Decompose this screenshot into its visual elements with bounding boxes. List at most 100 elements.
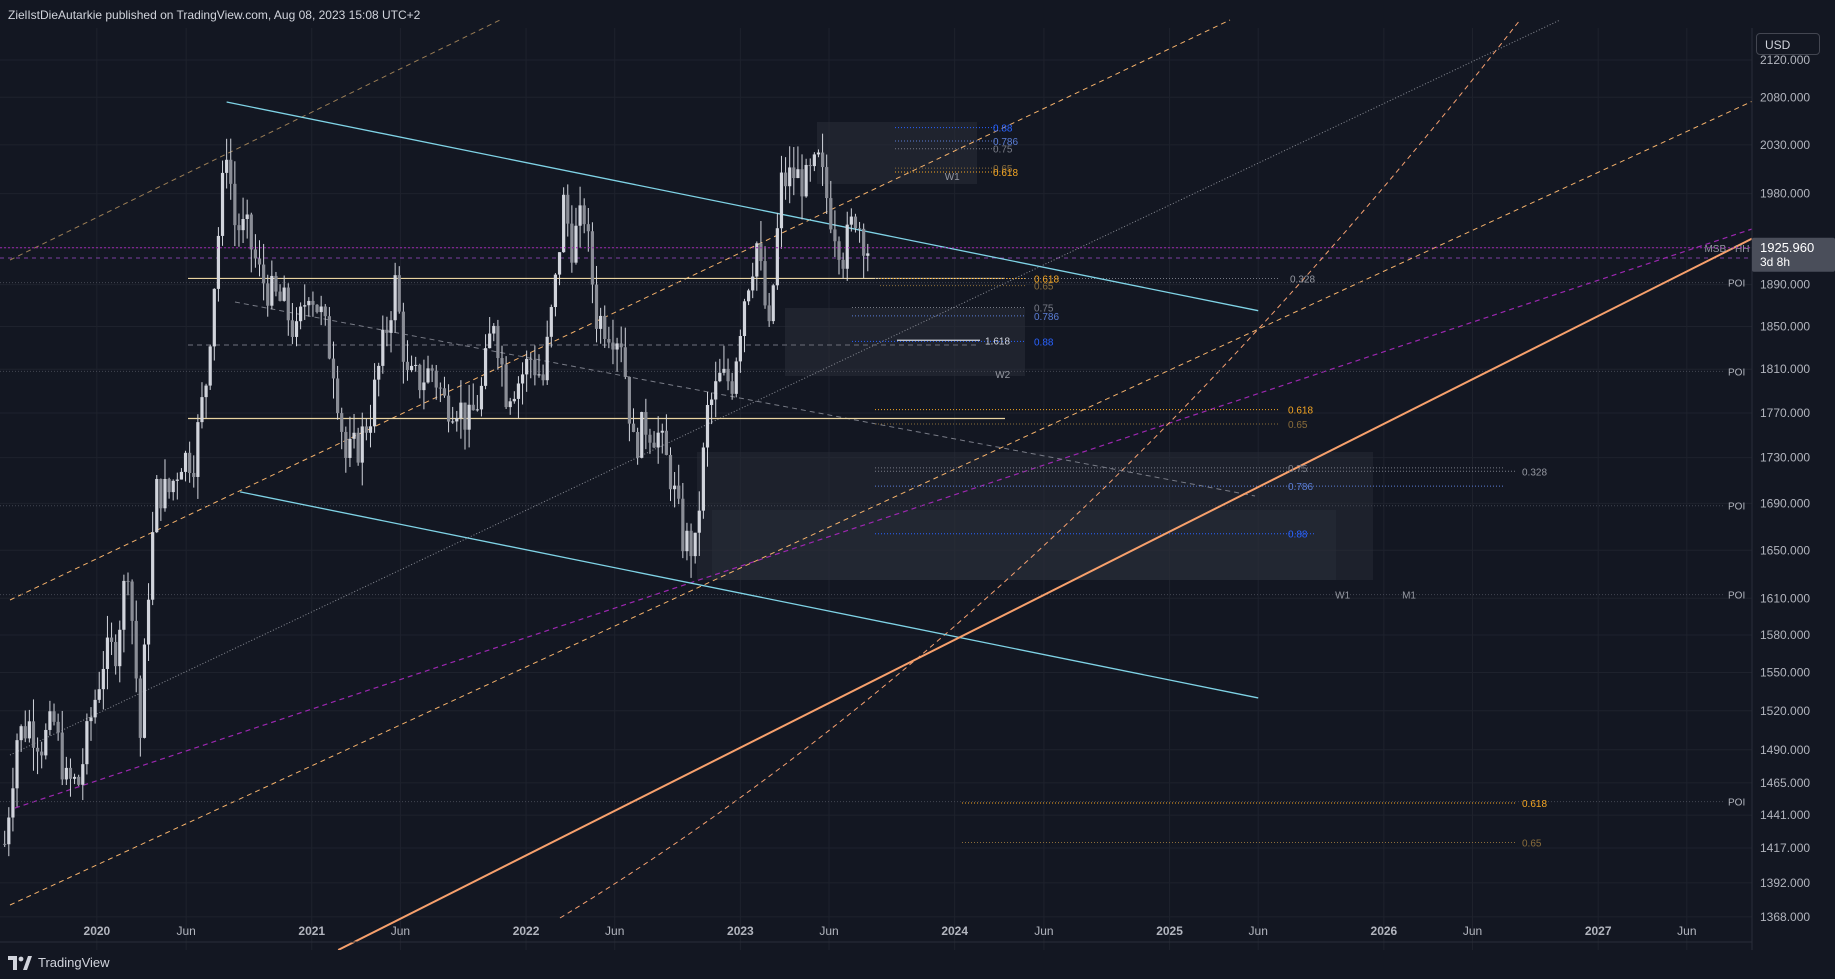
currency-button[interactable]: USD <box>1756 33 1820 55</box>
candle-body-2022-04-10 <box>582 205 586 225</box>
candle-body-2020-05-24 <box>179 471 184 480</box>
candle-body-2022-10-30 <box>701 447 705 511</box>
candle-body-2020-12-27 <box>307 300 311 306</box>
fib-level-label: 0.618 <box>993 168 1018 179</box>
fib-level-label: 0.88 <box>993 124 1013 135</box>
candle-body-2022-09-04 <box>668 454 673 490</box>
candle-body-2020-03-29 <box>146 599 151 645</box>
tradingview-logo-icon <box>8 955 32 970</box>
candle-body-2020-05-03 <box>167 478 171 493</box>
candle-body-2021-09-26 <box>467 404 471 430</box>
candle-body-2020-08-02 <box>220 172 225 236</box>
candle-body-2021-10-10 <box>475 409 479 411</box>
candle-body-2021-07-18 <box>426 368 430 383</box>
candle-body-2020-08-23 <box>233 183 237 226</box>
trendline-lower-channel <box>240 491 1259 699</box>
candle-body-2022-12-11 <box>726 368 730 382</box>
candle-body-2023-02-12 <box>763 261 767 306</box>
candle-body-2021-09-12 <box>459 402 463 419</box>
candle-body-2023-07-02 <box>845 224 849 269</box>
candle-body-2021-11-07 <box>492 325 496 334</box>
candle-body-2020-06-28 <box>200 397 204 423</box>
candle-body-2023-06-11 <box>833 229 837 242</box>
candle-body-2020-04-05 <box>151 532 155 600</box>
candle-body-2021-09-19 <box>463 402 467 430</box>
candle-body-2019-11-10 <box>64 767 68 780</box>
candle-body-2020-12-20 <box>303 305 307 307</box>
candle-body-2022-02-27 <box>557 252 562 275</box>
candle-body-2020-10-11 <box>262 264 266 284</box>
candle-body-2019-10-27 <box>56 721 60 733</box>
candle-body-2022-04-03 <box>578 205 582 226</box>
candle-body-2021-01-10 <box>315 304 319 313</box>
candle-body-2021-05-02 <box>381 329 385 366</box>
fib-zone-box <box>785 308 1025 376</box>
candle-body-2023-05-14 <box>816 152 821 155</box>
candle-body-2020-08-30 <box>237 225 241 231</box>
candle-body-2019-10-06 <box>44 729 48 756</box>
candle-body-2020-02-16 <box>122 580 126 630</box>
price-axis-background <box>1752 28 1835 950</box>
candle-body-2019-11-24 <box>72 776 77 779</box>
price-tick-label: 2030.000 <box>1760 138 1810 152</box>
candle-body-2020-07-19 <box>212 288 216 347</box>
price-tick-label: 1770.000 <box>1760 406 1810 420</box>
publish-info: ZielIstDieAutarkie published on TradingV… <box>8 8 421 22</box>
fib-zone-box <box>817 122 977 184</box>
time-tick-label: 2021 <box>298 924 325 938</box>
candle-body-2023-06-25 <box>841 259 845 269</box>
trendline-upper-channel <box>226 101 1259 312</box>
candle-body-2022-06-26 <box>627 376 632 424</box>
candle-body-2022-06-05 <box>615 343 619 350</box>
price-axis[interactable]: 2120.000 2080.000 2030.000 1980.000 1890.000… <box>1751 28 1835 950</box>
candle-body-2020-05-31 <box>183 452 188 472</box>
price-tick-label: 1465.000 <box>1760 776 1810 790</box>
candle-body-2023-04-02 <box>792 167 796 179</box>
candle-body-2019-09-22 <box>35 747 40 752</box>
candle-body-2021-03-07 <box>348 438 352 458</box>
candle-body-2020-11-08 <box>278 291 282 301</box>
candle-body-2022-06-12 <box>619 343 623 348</box>
time-tick-label: Jun <box>1463 924 1482 938</box>
fib-level-label: 0.618 <box>1288 406 1313 417</box>
candle-body-2019-12-08 <box>81 764 85 785</box>
orange-dashed-line <box>9 19 1231 601</box>
price-tick-label: 1980.000 <box>1760 187 1810 201</box>
candle-body-2019-08-25 <box>19 726 23 741</box>
candle-body-2020-08-16 <box>229 159 233 184</box>
candle-body-2020-07-05 <box>204 385 208 398</box>
annotation-label: W1 <box>945 172 960 183</box>
annotation-label: W1 <box>1335 590 1350 601</box>
candle-body-2019-09-29 <box>40 751 44 756</box>
candle-body-2020-02-02 <box>114 641 118 667</box>
candle-body-2020-06-21 <box>196 422 200 477</box>
fib-level-label: 0.65 <box>993 164 1013 175</box>
candlestick-series[interactable] <box>3 133 870 857</box>
tradingview-brand[interactable]: TradingView <box>8 955 110 970</box>
candle-body-2021-04-25 <box>377 365 381 380</box>
time-axis[interactable]: 2020 Jun 2021 Jun 2022 Jun 2023 Jun 2024 Jun 2025 J… <box>0 924 1752 943</box>
candle-body-2020-02-23 <box>126 580 130 582</box>
candle-body-2022-07-17 <box>640 412 644 458</box>
candle-body-2021-12-26 <box>520 374 525 384</box>
candle-body-2022-01-02 <box>525 358 529 375</box>
candle-body-2021-02-07 <box>331 358 336 379</box>
candle-body-2021-05-23 <box>393 275 397 321</box>
candle-body-2023-03-12 <box>779 172 784 229</box>
candle-body-2021-08-01 <box>434 370 438 388</box>
candle-body-2023-04-09 <box>796 169 800 179</box>
time-tick-label: 2027 <box>1585 924 1612 938</box>
annotation-label: MSB - HH / 11 <box>1704 244 1768 255</box>
time-tick-label: 2022 <box>513 924 540 938</box>
candle-body-2020-10-18 <box>266 283 270 306</box>
time-tick-label: 2023 <box>727 924 754 938</box>
chart-trendlines <box>226 101 1753 951</box>
candle-body-2021-08-08 <box>438 387 442 389</box>
candle-body-2022-02-13 <box>549 307 553 337</box>
candle-body-2020-06-14 <box>192 473 196 477</box>
bottom-bar <box>0 950 1835 979</box>
candle-body-2023-08-06 <box>866 253 870 256</box>
time-tick-label: Jun <box>176 924 195 938</box>
candle-body-2020-09-27 <box>253 249 258 259</box>
